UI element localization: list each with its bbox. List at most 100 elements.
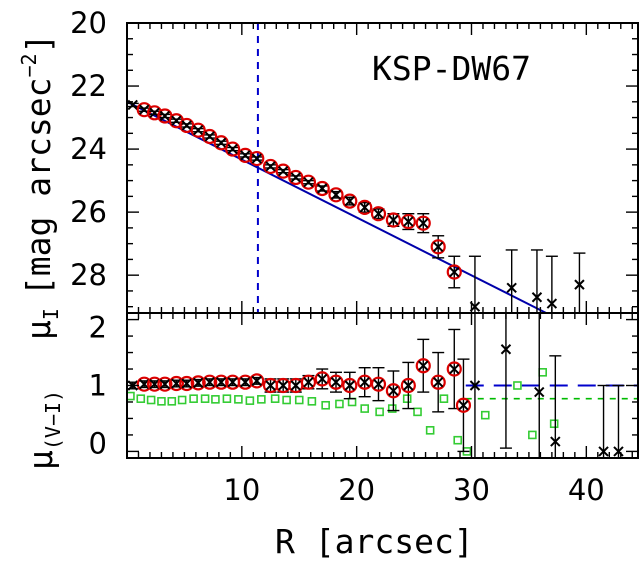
top-fit-line [126, 100, 547, 314]
bottom-point-marker [418, 360, 429, 371]
bottom-point-marker [204, 376, 215, 388]
bottom-green-square [136, 394, 146, 403]
top-point-circle [370, 206, 387, 222]
top-y-tick-label: 20 [70, 6, 107, 40]
bottom-green-square [270, 394, 280, 403]
bottom-green-square [222, 394, 232, 403]
bottom-point-circle [168, 375, 184, 392]
bottom-y-axis-title: μ(V−I) [21, 390, 65, 470]
top-outer-marker [574, 279, 585, 290]
top-point-circle [415, 215, 431, 231]
svg-text:μI[mag arcsec−2]: μI [mag arcsec−2] [17, 34, 63, 340]
bottom-outer-marker [598, 446, 609, 457]
top-point-marker [265, 161, 276, 172]
top-point-marker [240, 150, 251, 161]
top-point-circle [225, 141, 241, 157]
bottom-extra-circle [455, 397, 472, 413]
top-point-marker [192, 124, 204, 136]
bottom-point-circle [342, 377, 358, 394]
bottom-green-square [347, 397, 357, 407]
top-point-circle [357, 199, 373, 216]
top-ylabel-rest: [mag arcsec [19, 78, 58, 297]
bottom-green-square [413, 407, 422, 417]
top-point-marker [215, 137, 227, 148]
bottom-green-square [307, 397, 317, 406]
top-point-circle [446, 264, 462, 280]
top-y-tick-label: 22 [70, 69, 107, 103]
top-point-circle [400, 213, 416, 230]
bottom-point-marker [290, 380, 302, 391]
top-ylabel-mu: μ [19, 320, 58, 340]
bottom-point-circle [385, 383, 402, 399]
top-outer-marker [546, 298, 558, 309]
top-point-marker [277, 165, 289, 177]
top-point-marker [344, 195, 355, 207]
top-y-tick-label: 28 [70, 258, 107, 292]
top-point-marker [449, 266, 460, 278]
bottom-green-square [528, 430, 537, 440]
bottom-green-square [453, 435, 463, 445]
bottom-green-square [200, 394, 210, 403]
top-point-marker [181, 120, 192, 131]
top-y-tick-label: 26 [70, 195, 107, 229]
top-point-circle [288, 169, 304, 186]
bottom-outer-marker [613, 446, 624, 457]
top-ylabel-close: ] [19, 34, 58, 54]
bottom-ylabel-sub: (V−I) [41, 390, 65, 450]
bottom-green-square [480, 410, 490, 420]
top-point-circle [328, 187, 344, 203]
bottom-green-square [321, 400, 330, 410]
x-tick-label: 30 [453, 473, 490, 507]
bottom-point-marker [251, 375, 262, 387]
bottom-green-square [234, 395, 243, 404]
top-point-marker [251, 153, 262, 164]
bottom-point-marker [330, 376, 342, 388]
top-point-marker [204, 131, 215, 142]
x-tick-label: 20 [338, 473, 375, 507]
top-outer-marker [506, 282, 517, 293]
x-axis-title: R [arcsec] [275, 522, 474, 561]
bottom-green-square [387, 404, 397, 413]
bottom-point-marker [149, 378, 160, 390]
x-tick-label: 10 [223, 473, 260, 507]
bottom-point-marker [432, 376, 444, 388]
top-point-circle [202, 128, 218, 145]
bottom-green-square [167, 397, 177, 406]
bottom-y-axis-ticks: 0 1 2 [89, 311, 638, 460]
bottom-point-circle [300, 374, 317, 390]
bottom-point-marker [344, 380, 355, 391]
svg-text:μ(V−I): μ(V−I) [21, 390, 65, 470]
bottom-green-square [425, 426, 435, 435]
top-point-marker [303, 176, 314, 188]
bottom-green-square [538, 368, 547, 377]
top-ylabel-sub: I [39, 308, 63, 320]
top-y-tick-label: 24 [70, 132, 107, 166]
bottom-green-square [375, 407, 384, 417]
bottom-point-circle [237, 374, 253, 390]
bottom-green-square [146, 395, 156, 405]
bottom-green-square [211, 395, 220, 404]
top-y-axis-title: μI [mag arcsec−2] [17, 34, 63, 340]
bottom-point-circle [190, 375, 206, 391]
bottom-y-tick-label: 1 [89, 369, 107, 403]
bottom-point-circle [400, 377, 416, 394]
bottom-green-square [189, 394, 198, 403]
top-point-marker [388, 214, 399, 226]
galaxy-name-annotation: KSP-DW67 [372, 49, 531, 88]
bottom-point-marker [192, 377, 204, 389]
bottom-green-square [360, 404, 370, 413]
top-point-circle [213, 135, 229, 151]
bottom-outer-marker [534, 386, 545, 398]
bottom-point-marker [139, 378, 150, 390]
bottom-point-circle [146, 376, 163, 392]
bottom-point-marker [181, 378, 192, 389]
top-point-marker [373, 208, 384, 219]
bottom-ylabel-mu: μ [21, 450, 60, 470]
top-point-marker [359, 202, 370, 213]
bottom-point-circle [430, 374, 446, 390]
bottom-green-square [257, 395, 266, 404]
bottom-y-tick-label: 2 [89, 311, 107, 345]
bottom-point-circle [179, 375, 195, 392]
bottom-point-marker [171, 378, 182, 389]
